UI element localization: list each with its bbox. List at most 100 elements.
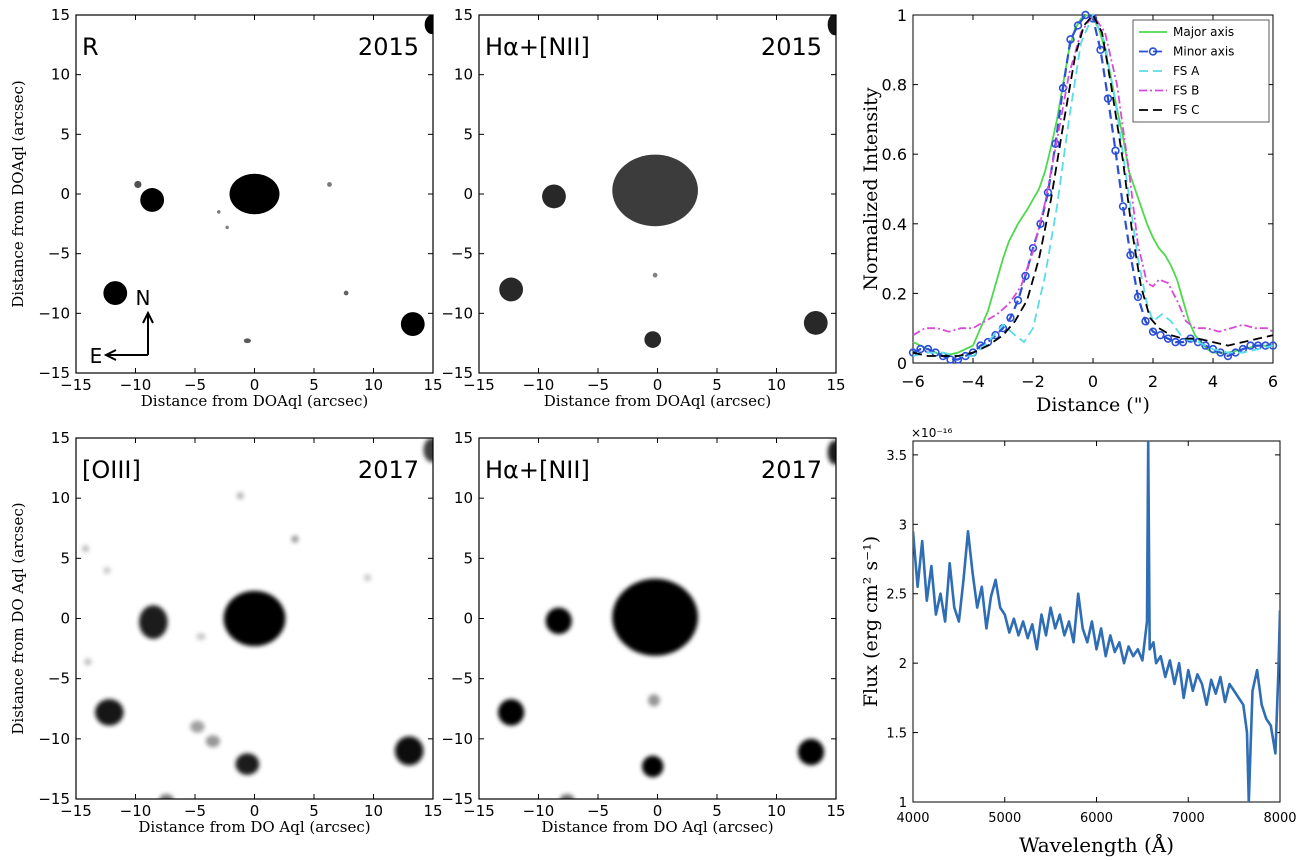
data-point — [1178, 337, 1188, 347]
source-group — [499, 15, 836, 348]
x-tick-label: −10 — [120, 802, 152, 820]
y-multiplier: ×10⁻¹⁶ — [911, 426, 952, 440]
x-axis-label: Distance from DOAql (arcsec) — [544, 392, 771, 410]
x-tick-label: 5 — [712, 802, 722, 820]
source-blob — [612, 154, 698, 227]
source-blob — [235, 753, 260, 775]
y-tick-label: −15 — [441, 364, 473, 382]
legend-entry: Major axis — [1173, 25, 1234, 39]
y-tick-label: 0.2 — [882, 284, 907, 303]
data-point — [1111, 146, 1120, 155]
source-blob — [95, 699, 124, 726]
source-blob — [499, 277, 524, 302]
y-tick-label: 0 — [60, 610, 70, 628]
source-group — [498, 440, 836, 799]
source-blob — [423, 438, 433, 463]
y-tick-label: 10 — [51, 66, 70, 84]
series-line-fs-b — [912, 13, 1274, 336]
source-blob — [647, 694, 660, 707]
y-tick-label: 10 — [51, 489, 70, 507]
x-tick-label: 5 — [309, 802, 319, 820]
x-tick-label: −15 — [60, 376, 92, 394]
y-tick-label: 2.5 — [886, 588, 907, 603]
x-tick-label: −10 — [523, 376, 555, 394]
image-panel-3: −15−15 −10 −10 −5 −5 0 0 5 5 10 10 15 15 [OIII] 2017 Di… — [9, 429, 443, 836]
x-tick-label: 15 — [826, 802, 845, 820]
source-blob — [498, 699, 525, 726]
source-blob — [559, 794, 575, 799]
x-tick-label: 2 — [1148, 372, 1158, 391]
y-tick-label: 0.6 — [882, 145, 907, 164]
source-blob — [190, 720, 205, 733]
source-blob — [363, 573, 372, 582]
x-axis-label: Distance from DO Aql (arcsec) — [138, 818, 370, 836]
x-tick-label: 10 — [767, 376, 786, 394]
y-tick-label: −5 — [48, 670, 70, 688]
x-axis-label: Distance (") — [1036, 394, 1150, 416]
y-tick-label: 15 — [51, 6, 70, 24]
y-axis-label: Distance from DO Aql (arcsec) — [9, 502, 27, 734]
image-panel-4: −15−15 −10 −10 −5 −5 0 0 5 5 10 10 15 15 Hα+[NII] 2017… — [441, 429, 845, 836]
x-tick-label: −10 — [523, 802, 555, 820]
data-point — [1156, 330, 1165, 340]
source-blob — [827, 440, 836, 465]
source-blob — [81, 545, 90, 553]
legend-entry: FS A — [1173, 64, 1200, 78]
x-tick-label: −5 — [184, 802, 206, 820]
x-tick-label: −5 — [184, 376, 206, 394]
x-tick-label: 8000 — [1263, 811, 1296, 826]
x-tick-label: 4 — [1208, 372, 1218, 391]
data-point — [1021, 271, 1030, 281]
y-tick-label: −5 — [451, 670, 473, 688]
series-line-fs-a — [912, 12, 1274, 357]
image-panel-2: −15−15 −10 −10 −5 −5 0 0 5 5 10 10 15 15 Hα+[NII] 2015… — [441, 6, 845, 410]
data-point — [1126, 250, 1135, 260]
y-tick-label: 2 — [899, 657, 907, 672]
legend-entry: FS B — [1173, 84, 1199, 98]
data-point — [1141, 317, 1150, 326]
x-axis-label: Distance from DOAql (arcsec) — [141, 392, 368, 410]
y-tick-label: 10 — [454, 66, 473, 84]
plot-frame — [912, 440, 1281, 803]
data-point — [1193, 337, 1203, 347]
compass-north-head — [142, 310, 154, 324]
y-tick-label: 1.5 — [886, 727, 907, 742]
source-blob — [424, 15, 433, 35]
data-point — [1148, 327, 1158, 336]
x-tick-label: 6 — [1268, 372, 1278, 391]
y-tick-label: 0 — [897, 354, 907, 373]
x-tick-label: −10 — [120, 376, 152, 394]
legend-marker — [1148, 47, 1158, 56]
source-blob — [225, 225, 229, 230]
source-blob — [652, 272, 658, 278]
x-tick-label: 15 — [826, 376, 845, 394]
data-point — [1163, 334, 1173, 343]
y-tick-label: 5 — [60, 125, 70, 143]
x-tick-label: −6 — [901, 372, 925, 391]
x-tick-label: 5 — [712, 376, 722, 394]
y-tick-label: 0 — [463, 185, 473, 203]
data-point — [1118, 202, 1128, 211]
source-blob — [159, 794, 174, 799]
compass-north-label: N — [136, 286, 151, 310]
source-blob — [223, 590, 286, 647]
y-tick-label: 0.4 — [882, 215, 907, 234]
x-tick-label: 6000 — [1080, 811, 1113, 826]
x-tick-label: −4 — [961, 372, 985, 391]
year-label: 2017 — [358, 456, 419, 484]
source-blob — [243, 338, 251, 344]
source-blob — [139, 605, 168, 639]
compass-east-head — [103, 349, 117, 361]
y-tick-label: 5 — [60, 549, 70, 567]
source-blob — [196, 632, 206, 641]
source-blob — [400, 312, 425, 337]
compass-east-label: E — [90, 344, 103, 368]
series-line-fs-c — [912, 13, 1274, 357]
year-label: 2015 — [358, 33, 419, 61]
y-tick-label: 1 — [899, 796, 907, 811]
x-tick-label: 7000 — [1172, 811, 1205, 826]
x-axis-label: Wavelength (Å) — [1019, 832, 1174, 857]
source-blob — [229, 173, 280, 215]
y-tick-label: −10 — [38, 304, 70, 322]
source-blob — [612, 578, 698, 656]
